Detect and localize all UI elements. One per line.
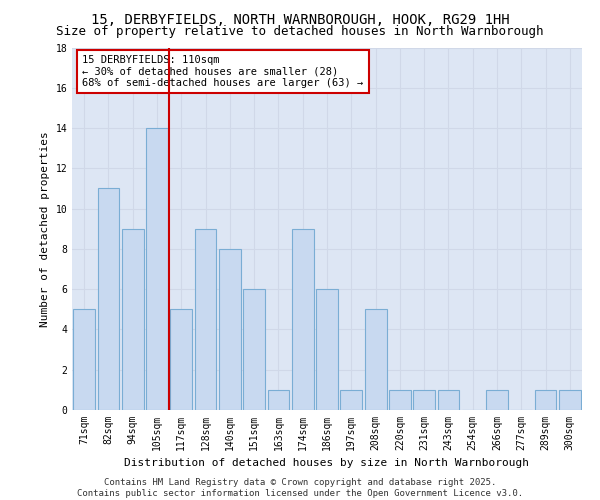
Bar (437, 390, 460, 410)
Bar (292, 229, 314, 410)
Bar (170, 310, 192, 410)
Bar (194, 229, 217, 410)
Bar (486, 390, 508, 410)
Bar (243, 289, 265, 410)
Bar (365, 310, 386, 410)
Bar (316, 289, 338, 410)
Bar (389, 390, 411, 410)
Bar (146, 128, 168, 410)
Bar (413, 390, 435, 410)
Bar (559, 390, 581, 410)
Bar (73, 310, 95, 410)
Bar (535, 390, 556, 410)
Bar (97, 188, 119, 410)
Text: 15 DERBYFIELDS: 110sqm
← 30% of detached houses are smaller (28)
68% of semi-det: 15 DERBYFIELDS: 110sqm ← 30% of detached… (82, 54, 364, 88)
Bar (219, 249, 241, 410)
X-axis label: Distribution of detached houses by size in North Warnborough: Distribution of detached houses by size … (125, 458, 530, 468)
Bar (122, 229, 143, 410)
Text: Size of property relative to detached houses in North Warnborough: Size of property relative to detached ho… (56, 25, 544, 38)
Bar (268, 390, 289, 410)
Text: Contains HM Land Registry data © Crown copyright and database right 2025.
Contai: Contains HM Land Registry data © Crown c… (77, 478, 523, 498)
Text: 15, DERBYFIELDS, NORTH WARNBOROUGH, HOOK, RG29 1HH: 15, DERBYFIELDS, NORTH WARNBOROUGH, HOOK… (91, 12, 509, 26)
Bar (340, 390, 362, 410)
Y-axis label: Number of detached properties: Number of detached properties (40, 131, 50, 326)
